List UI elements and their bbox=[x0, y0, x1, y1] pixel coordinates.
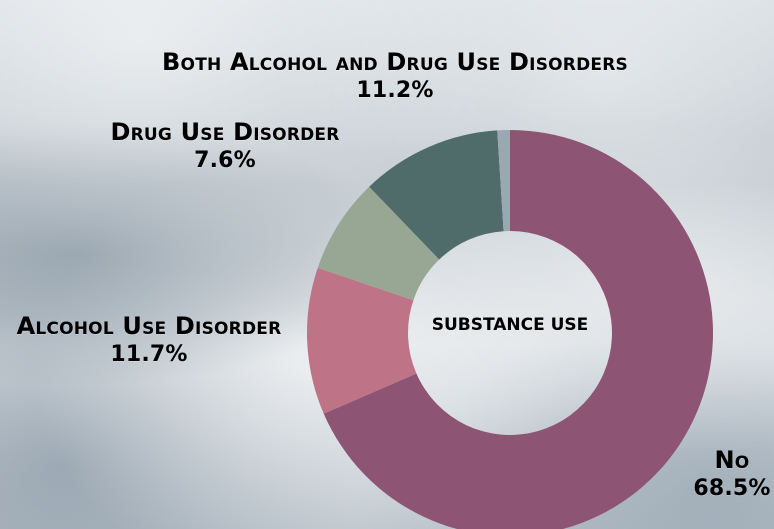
donut-slices bbox=[307, 130, 714, 529]
slice-label-value: 7.6% bbox=[194, 148, 256, 174]
donut-center-label: SUBSTANCE USE bbox=[431, 315, 589, 335]
slice-4 bbox=[497, 130, 510, 232]
slice-label-name: No bbox=[714, 446, 750, 474]
slice-label-value: 11.2% bbox=[356, 78, 434, 104]
slice-label-name: Both Alcohol and Drug Use Disorders bbox=[162, 48, 628, 76]
slice-both-alcohol-and-drug-use-disorders bbox=[369, 130, 504, 260]
slice-label-both-alcohol-and-drug-use-disorders: Both Alcohol and Drug Use Disorders 11.2… bbox=[130, 48, 660, 104]
slice-no bbox=[323, 130, 714, 529]
slice-label-value: 68.5% bbox=[693, 476, 771, 502]
slice-label-value: 11.7% bbox=[110, 342, 188, 368]
slice-label-alcohol-use-disorder: Alcohol Use Disorder 11.7% bbox=[4, 312, 294, 368]
slice-drug-use-disorder bbox=[317, 186, 440, 301]
slice-label-name: Drug Use Disorder bbox=[110, 118, 340, 146]
slice-alcohol-use-disorder bbox=[307, 267, 417, 414]
slice-label-no: No 68.5% bbox=[690, 446, 774, 502]
slice-label-drug-use-disorder: Drug Use Disorder 7.6% bbox=[100, 118, 350, 174]
slice-label-name: Alcohol Use Disorder bbox=[16, 312, 282, 340]
